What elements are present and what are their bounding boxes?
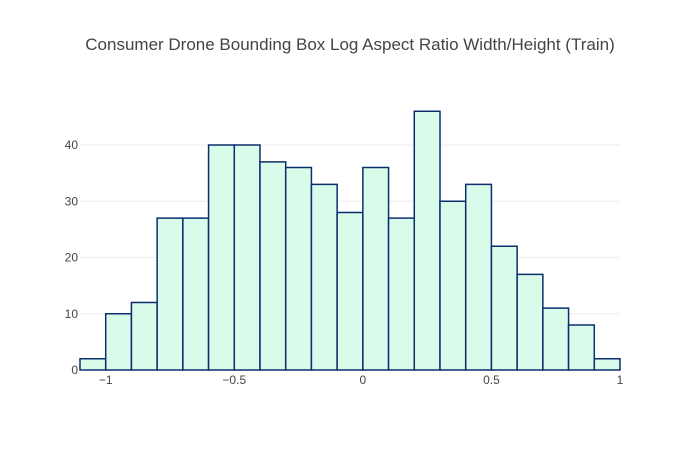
histogram-bar[interactable] <box>593 358 621 371</box>
histogram-bar[interactable] <box>387 217 416 371</box>
bar-layer <box>79 110 621 371</box>
y-tick-label: 10 <box>65 307 79 321</box>
histogram-bar[interactable] <box>207 144 236 371</box>
histogram-bar[interactable] <box>464 183 493 371</box>
histogram-bar[interactable] <box>182 217 210 371</box>
y-tick-label: 20 <box>65 251 79 265</box>
histogram-bar[interactable] <box>310 183 338 371</box>
histogram-bar[interactable] <box>233 144 261 371</box>
y-tick-label: 30 <box>65 194 79 208</box>
y-axis-ticks: 0 10 20 30 40 <box>65 138 79 377</box>
histogram-bar[interactable] <box>259 161 287 371</box>
x-tick-label: 1 <box>617 373 624 387</box>
x-tick-label: −1 <box>99 373 113 387</box>
histogram-bar[interactable] <box>516 273 544 371</box>
y-tick-label: 0 <box>71 363 78 377</box>
histogram-bar[interactable] <box>156 217 184 371</box>
histogram-bar[interactable] <box>79 358 107 371</box>
histogram-bar[interactable] <box>284 166 313 371</box>
x-tick-label: 0 <box>360 373 367 387</box>
chart-title: Consumer Drone Bounding Box Log Aspect R… <box>85 35 614 54</box>
histogram-bar[interactable] <box>362 166 390 371</box>
x-tick-label: 0.5 <box>483 373 500 387</box>
x-axis-ticks: −1 −0.5 0 0.5 1 <box>99 373 624 387</box>
histogram-bar[interactable] <box>336 211 364 371</box>
histogram-bar[interactable] <box>567 324 596 371</box>
histogram-bar[interactable] <box>439 200 467 371</box>
x-tick-label: −0.5 <box>222 373 246 387</box>
histogram-bar[interactable] <box>413 110 441 371</box>
histogram-bar[interactable] <box>490 245 518 371</box>
histogram-bar[interactable] <box>104 313 133 371</box>
histogram-bar[interactable] <box>542 307 570 371</box>
histogram-bar[interactable] <box>130 301 158 371</box>
y-tick-label: 40 <box>65 138 79 152</box>
